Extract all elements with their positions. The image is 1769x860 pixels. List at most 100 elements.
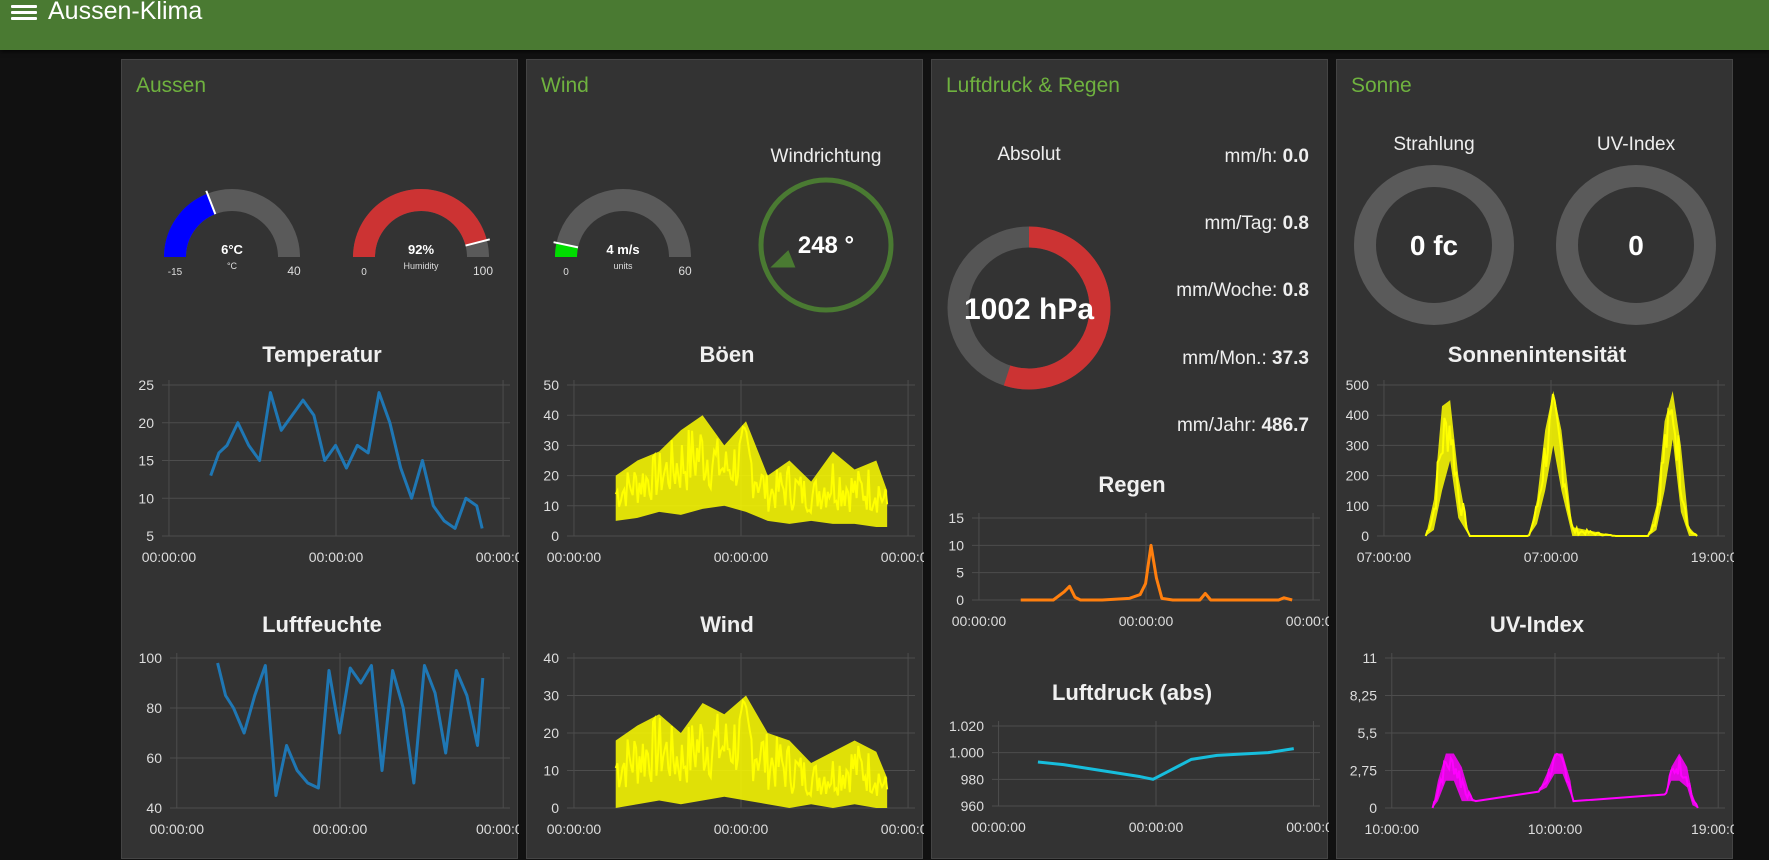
y-tick-label: 5 xyxy=(956,565,964,581)
x-tick-label: 00:00:00 xyxy=(150,821,205,837)
y-tick-label: 10 xyxy=(543,763,559,779)
chart-title: Böen xyxy=(700,342,755,367)
y-tick-label: 40 xyxy=(543,650,559,666)
temperature-gauge: 6°C °C -15 40 xyxy=(164,189,301,278)
y-tick-label: 8,25 xyxy=(1350,688,1377,704)
x-tick-label: 00:00:00 xyxy=(1286,819,1329,835)
boeen-chart: Böen 50 40 30 20 10 0 00:00:00 00:00:00 00:00:00 xyxy=(543,342,924,565)
hamburger-menu-icon[interactable] xyxy=(11,2,37,24)
y-tick-label: 960 xyxy=(961,798,985,814)
x-tick-label: 00:00:00 xyxy=(547,549,602,565)
y-tick-label: 50 xyxy=(543,377,559,393)
card-sonne: Sonne Strahlung 0 fc UV-Index 0 Sonneninte… xyxy=(1336,59,1734,859)
x-tick-label: 00:00:00 xyxy=(881,821,924,837)
gauge-min: -15 xyxy=(168,267,183,278)
chart-title: Luftfeuchte xyxy=(262,612,382,637)
gauge-max: 40 xyxy=(287,264,301,278)
rain-rate-month: mm/Mon.: 37.3 xyxy=(1182,348,1309,369)
y-tick-label: 20 xyxy=(138,415,154,431)
regen-chart: Regen 15 10 5 0 00:00:00 00:00:00 00:00:00 xyxy=(948,472,1329,629)
series-line xyxy=(1424,393,1698,537)
y-tick-label: 2,75 xyxy=(1350,763,1377,779)
gauge-needle xyxy=(205,190,217,215)
compass-pointer xyxy=(770,250,796,268)
y-tick-label: 100 xyxy=(1346,498,1370,514)
y-tick-label: 5,5 xyxy=(1358,725,1378,741)
luftdruck-chart: Luftdruck (abs) 1.020 1.000 980 960 00:00:00 0… xyxy=(949,680,1329,835)
x-tick-label: 00:00:00 xyxy=(313,821,368,837)
card-title-luftdruck: Luftdruck & Regen xyxy=(946,74,1120,97)
y-tick-label: 11 xyxy=(1362,650,1377,666)
app-title: Aussen-Klima xyxy=(48,0,203,25)
ring-label: Strahlung xyxy=(1393,134,1474,155)
series-line xyxy=(1431,752,1699,809)
x-tick-label: 00:00:00 xyxy=(714,549,769,565)
gauge-unit: °C xyxy=(227,261,238,271)
x-tick-label: 00:00:00 xyxy=(952,613,1007,629)
x-tick-label: 00:00:00 xyxy=(142,549,197,565)
gauge-fill xyxy=(555,242,579,258)
y-tick-label: 25 xyxy=(138,377,154,393)
windrichtung-compass: Windrichtung 248 ° xyxy=(758,146,894,313)
series-line xyxy=(216,662,485,797)
card-aussen: Aussen 6°C °C -15 40 92% Humidity 0 100 Temper… xyxy=(121,59,519,859)
rain-rate-day: mm/Tag: 0.8 xyxy=(1204,213,1309,234)
temperatur-chart: Temperatur 25 20 15 10 5 00:00:00 00:00:00 00:00… xyxy=(138,342,519,565)
gauge-value: 92% xyxy=(408,242,434,257)
x-tick-label: 07:00:00 xyxy=(1524,549,1579,565)
y-tick-label: 80 xyxy=(146,700,162,716)
ring-label: UV-Index xyxy=(1597,134,1676,155)
y-tick-label: 0 xyxy=(1369,800,1377,816)
y-tick-label: 0 xyxy=(551,528,559,544)
gauge-needle xyxy=(465,238,491,247)
y-tick-label: 0 xyxy=(551,800,559,816)
y-tick-label: 1.000 xyxy=(949,745,984,761)
card-title-sonne: Sonne xyxy=(1351,74,1412,97)
wind-chart: Wind 40 30 20 10 0 00:00:00 00:00:00 00:00:00 xyxy=(543,612,924,837)
gauge-min: 0 xyxy=(361,267,367,278)
y-tick-label: 980 xyxy=(961,771,985,787)
gauge-max: 60 xyxy=(678,264,692,278)
card-luftdruck-regen: Luftdruck & Regen Absolut 1002 hPa Regen 1… xyxy=(931,59,1329,859)
x-tick-label: 00:00:00 xyxy=(714,821,769,837)
y-tick-label: 1.020 xyxy=(949,718,984,734)
y-tick-label: 10 xyxy=(948,537,964,553)
gauge-min: 0 xyxy=(563,267,569,278)
y-tick-label: 20 xyxy=(543,468,559,484)
card-title-aussen: Aussen xyxy=(136,74,207,97)
y-tick-label: 10 xyxy=(138,490,154,506)
gauge-value: 6°C xyxy=(221,242,243,257)
series-line xyxy=(1037,747,1294,781)
windspeed-gauge: 4 m/s units 0 60 xyxy=(553,189,692,278)
top-app-bar: Aussen-Klima xyxy=(0,0,1769,50)
strahlung-ring: Strahlung 0 fc xyxy=(1354,134,1514,325)
y-tick-label: 30 xyxy=(543,437,559,453)
x-tick-label: 19:00:00 xyxy=(1691,821,1734,837)
gauge-value: 4 m/s xyxy=(606,242,639,257)
uv-index-ring: UV-Index 0 xyxy=(1556,134,1716,325)
wind-canvas: 4 m/s units 0 60 Windrichtung 248 ° Böen 50 40… xyxy=(543,146,924,837)
ring-track xyxy=(1556,165,1716,325)
x-tick-label: 00:00:00 xyxy=(476,549,519,565)
y-tick-label: 500 xyxy=(1346,377,1370,393)
y-tick-label: 200 xyxy=(1346,468,1370,484)
rain-rate-hour: mm/h: 0.0 xyxy=(1224,146,1309,167)
ring-track xyxy=(1354,165,1514,325)
chart-title: Sonnenintensität xyxy=(1448,342,1627,367)
y-tick-label: 10 xyxy=(543,498,559,514)
gauge-track xyxy=(555,189,691,258)
series-line xyxy=(614,425,889,515)
chart-title: Luftdruck (abs) xyxy=(1052,680,1212,705)
gauge-max: 100 xyxy=(473,264,493,278)
gauge-fill xyxy=(164,193,216,258)
x-tick-label: 00:00:00 xyxy=(1119,613,1174,629)
x-tick-label: 00:00:00 xyxy=(1129,819,1184,835)
sonne-canvas: Strahlung 0 fc UV-Index 0 Sonnenintensität… xyxy=(1346,134,1734,837)
gauge-unit: Humidity xyxy=(403,261,439,271)
y-tick-label: 30 xyxy=(543,688,559,704)
gauge-fill xyxy=(353,189,487,258)
y-tick-label: 0 xyxy=(956,592,964,608)
rain-rate-week: mm/Woche: 0.8 xyxy=(1176,280,1309,301)
druck-label: Absolut xyxy=(997,144,1061,165)
x-tick-label: 07:00:00 xyxy=(1357,549,1412,565)
